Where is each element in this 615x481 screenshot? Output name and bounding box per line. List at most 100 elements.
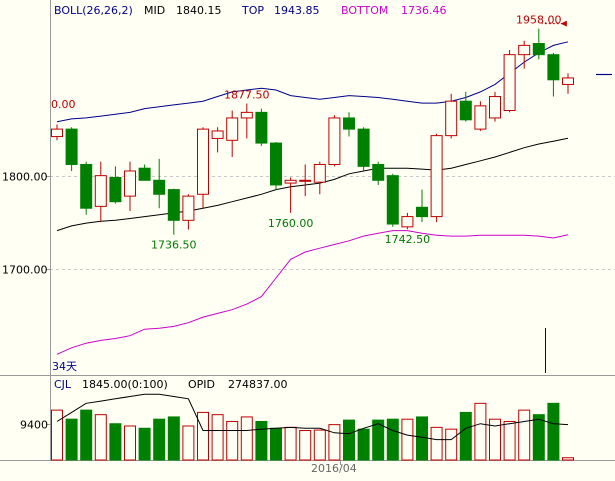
volume-bar bbox=[153, 418, 166, 461]
price-annotation: 1736.50 bbox=[151, 239, 197, 252]
candle-body bbox=[240, 111, 253, 119]
volume-bar bbox=[94, 414, 107, 461]
candle-body bbox=[226, 117, 239, 141]
volume-bar bbox=[489, 418, 501, 461]
candle-body bbox=[459, 100, 472, 121]
volume-indicator-name: CJL bbox=[54, 378, 72, 391]
volume-bar bbox=[211, 414, 224, 461]
candle-body bbox=[489, 96, 501, 119]
price-annotation: 1742.50 bbox=[385, 233, 431, 246]
candle-body bbox=[372, 163, 385, 181]
candle-body bbox=[80, 163, 93, 209]
candle-body bbox=[343, 117, 355, 130]
boll-top-label: TOP bbox=[241, 4, 264, 17]
volume-bar bbox=[328, 424, 341, 461]
peak-arrow-head bbox=[560, 20, 567, 27]
candle-body bbox=[197, 128, 209, 195]
opid-label: OPID bbox=[188, 378, 215, 391]
candle-body bbox=[474, 105, 487, 130]
candle-body bbox=[284, 179, 297, 184]
volume-bar bbox=[109, 423, 122, 461]
candle-body bbox=[51, 128, 63, 138]
candle-body bbox=[503, 54, 516, 112]
volume-bar bbox=[430, 426, 443, 461]
candle-body bbox=[430, 135, 443, 218]
boll-top-line bbox=[56, 41, 569, 123]
candle-body bbox=[138, 167, 151, 181]
volume-bar bbox=[401, 418, 414, 461]
boll-bottom-label: BOTTOM bbox=[341, 4, 388, 17]
candle-body bbox=[562, 77, 574, 85]
boll-mid-label: MID bbox=[144, 4, 165, 17]
volume-bar bbox=[65, 418, 78, 461]
volume-bar bbox=[197, 411, 209, 461]
volume-bar bbox=[474, 402, 487, 461]
boll-indicator-name: BOLL(26,26,2) bbox=[54, 4, 133, 17]
candle-body bbox=[547, 54, 560, 81]
candle-body bbox=[270, 142, 282, 186]
candle-body bbox=[386, 175, 399, 225]
volume-tick-label: 9400 bbox=[20, 419, 48, 432]
volume-bar bbox=[51, 409, 63, 461]
candle-body bbox=[153, 179, 166, 195]
volume-bar bbox=[240, 416, 253, 461]
boll-mid-value: 1840.15 bbox=[176, 4, 222, 17]
volume-bar bbox=[138, 427, 151, 461]
candle-body bbox=[109, 177, 122, 203]
price-annotation: 1958.00 bbox=[516, 14, 562, 27]
volume-bar bbox=[313, 429, 326, 461]
price-annotation: 1877.50 bbox=[224, 89, 270, 102]
candle-body bbox=[313, 163, 326, 183]
volume-bar bbox=[167, 416, 180, 461]
candle-body bbox=[532, 43, 545, 56]
boll-bottom-value: 1736.46 bbox=[401, 4, 447, 17]
volume-bar bbox=[182, 425, 195, 461]
volume-bar bbox=[416, 416, 428, 461]
volume-bar bbox=[386, 418, 399, 461]
boll-bottom-line bbox=[56, 230, 569, 355]
days-label: 34天 bbox=[52, 360, 77, 373]
candle-body bbox=[328, 117, 341, 165]
price-annotation: 1760.00 bbox=[268, 217, 314, 230]
volume-bar bbox=[532, 414, 545, 461]
candle-body bbox=[416, 206, 428, 218]
candle-body bbox=[445, 100, 458, 137]
candle-body bbox=[518, 44, 531, 56]
candle-body bbox=[182, 195, 195, 221]
candle-body bbox=[299, 179, 312, 182]
volume-bar bbox=[343, 419, 355, 461]
candle-body bbox=[167, 189, 180, 221]
volume-bar bbox=[255, 420, 268, 461]
volume-bar bbox=[372, 419, 385, 461]
candle-body bbox=[255, 111, 268, 144]
volume-bar bbox=[459, 411, 472, 461]
volume-bar bbox=[445, 428, 458, 461]
x-axis-date-label: 2016/04 bbox=[311, 462, 357, 475]
candle-body bbox=[357, 128, 370, 167]
volume-bar bbox=[518, 409, 531, 461]
volume-bar bbox=[80, 409, 93, 461]
opid-value: 274837.00 bbox=[228, 378, 288, 391]
volume-bar bbox=[124, 425, 136, 461]
volume-bar bbox=[299, 430, 312, 461]
volume-bar bbox=[562, 457, 574, 461]
volume-bar bbox=[284, 426, 297, 461]
price-tick-label: 1700.00 bbox=[2, 264, 48, 277]
candle-body bbox=[65, 128, 78, 165]
candle-body bbox=[94, 175, 107, 207]
volume-value: 1845.00(0:100) bbox=[82, 378, 168, 391]
candle-body bbox=[124, 170, 136, 197]
volume-bar bbox=[547, 402, 560, 461]
volume-bar bbox=[357, 428, 370, 461]
price-tick-label: 1800.00 bbox=[2, 171, 48, 184]
candle-body bbox=[401, 216, 414, 228]
left-cut-label: 0.00 bbox=[51, 98, 76, 111]
volume-bar bbox=[503, 420, 516, 461]
open-interest-line bbox=[56, 393, 569, 441]
boll-top-value: 1943.85 bbox=[274, 4, 320, 17]
boll-mid-line bbox=[56, 137, 569, 232]
volume-bar bbox=[270, 427, 282, 461]
candle-body bbox=[211, 130, 224, 139]
